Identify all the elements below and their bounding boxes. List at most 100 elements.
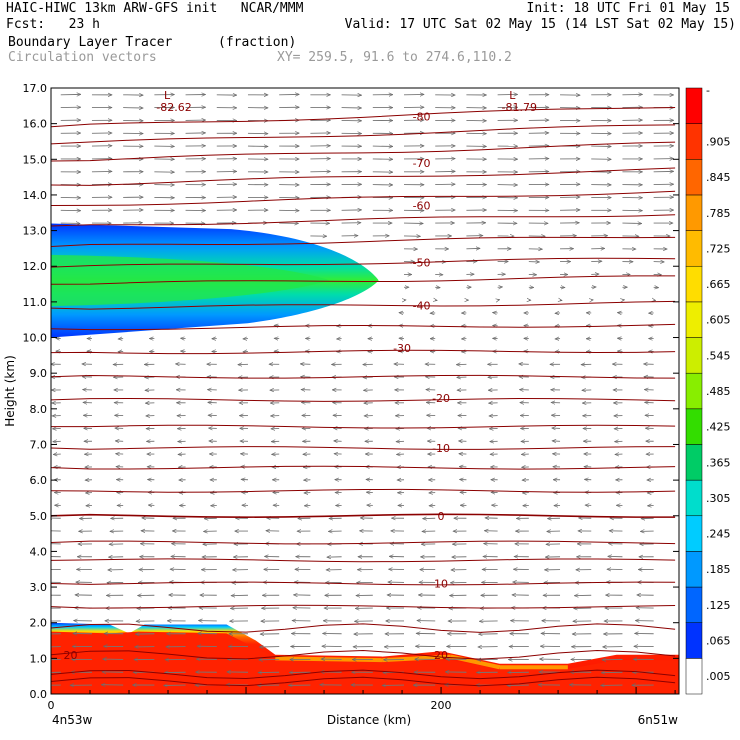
minimum-marker: L (509, 89, 516, 102)
colorbar-swatch (685, 515, 703, 552)
boundary-layer-high (51, 631, 679, 694)
temperature-contour (51, 558, 676, 563)
y-tick-label: 16.0 (23, 118, 48, 131)
temperature-contour (51, 465, 676, 470)
y-tick-label: 4.0 (30, 545, 48, 558)
y-tick-label: 11.0 (23, 296, 48, 309)
colorbar-label: .425 (706, 421, 731, 434)
y-tick-label: 7.0 (30, 438, 48, 451)
colorbar-label: .245 (706, 528, 731, 541)
colorbar-swatch (685, 265, 703, 303)
y-tick-label: 6.0 (30, 474, 48, 487)
contour-label: -60 (413, 200, 431, 213)
valid-time: Valid: 17 UTC Sat 02 May 15 (14 LST Sat … (344, 17, 736, 32)
temperature-contour (51, 300, 676, 310)
colorbar-label: .125 (706, 599, 731, 612)
temperature-contour (51, 106, 676, 128)
contour-label: -30 (393, 342, 411, 355)
y-axis-title: Height (km) (3, 355, 17, 426)
contour-label: -20 (432, 392, 450, 405)
y-tick-label: 13.0 (23, 225, 48, 238)
vector-field-name: Circulation vectors (8, 50, 157, 65)
field-units: (fraction) (218, 35, 297, 50)
temperature-contour (51, 488, 676, 493)
temperature-contour (51, 604, 676, 609)
colorbar-label: .905 (706, 135, 731, 148)
temperature-contour (51, 349, 676, 355)
colorbar-swatch (685, 444, 703, 481)
minimum-value: -81.79 (501, 101, 536, 114)
minimum-marker: L (164, 89, 171, 102)
temperature-contour (51, 650, 676, 660)
colorbar-swatch (685, 479, 703, 517)
contour-label: -40 (413, 299, 431, 312)
colorbar-swatch (685, 408, 703, 445)
colorbar-label: .665 (706, 278, 731, 291)
colorbar-label: - (706, 84, 710, 97)
temperature-contour (51, 323, 676, 331)
colorbar-swatch (685, 658, 703, 695)
y-tick-label: 15.0 (23, 153, 48, 166)
colorbar-swatch (685, 301, 703, 338)
temperature-contour (51, 446, 676, 450)
temperature-contour (51, 669, 676, 680)
colorbar-label: .485 (706, 385, 731, 398)
minimum-value: -82.62 (156, 101, 191, 114)
colorbar-label: .305 (706, 492, 731, 505)
temperature-contour (51, 257, 676, 268)
y-tick-label: 1.0 (30, 652, 48, 665)
colorbar-swatch (685, 622, 703, 659)
x-axis-title: Distance (km) (327, 713, 411, 727)
temperature-contour (51, 236, 676, 248)
y-tick-label: 5.0 (30, 510, 48, 523)
colorbar-swatch (685, 194, 703, 231)
x-end-label: 6n51w (638, 713, 679, 727)
temperature-contour (51, 275, 676, 285)
temperature-contour (51, 424, 676, 429)
forecast-hour: Fcst: 23 h (6, 17, 100, 32)
temperature-contour (51, 214, 676, 227)
contour-label: 10 (434, 577, 448, 590)
contour-label: 20 (64, 649, 78, 662)
colorbar-swatch (685, 123, 703, 160)
plot-frame (50, 87, 680, 695)
temperature-contour (51, 623, 676, 633)
colorbar-swatch (685, 159, 703, 196)
y-tick-label: 8.0 (30, 403, 48, 416)
temperature-contour (51, 124, 676, 145)
colorbar-label: .725 (706, 242, 731, 255)
y-tick-label: 12.0 (23, 260, 48, 273)
temperature-contour (51, 141, 676, 162)
y-tick-label: 0.0 (30, 688, 48, 701)
x-tick-label: 0 (48, 699, 55, 712)
y-tick-label: 10.0 (23, 332, 48, 345)
xy-coordinates: XY= 259.5, 91.6 to 274.6,110.2 (277, 50, 512, 65)
contour-label: -80 (413, 111, 431, 124)
temperature-contour (51, 513, 676, 518)
colorbar-label: .185 (706, 563, 731, 576)
colorbar-swatch (685, 87, 703, 124)
temperature-contour (51, 190, 676, 206)
y-tick-label: 9.0 (30, 367, 48, 380)
y-tick-label: 3.0 (30, 581, 48, 594)
colorbar-label: .605 (706, 314, 731, 327)
colorbar-swatch (685, 337, 703, 374)
temperature-contour (51, 581, 676, 586)
model-title: HAIC-HIWC 13km ARW-GFS init NCAR/MMM (6, 1, 304, 16)
temperature-contour (51, 676, 676, 687)
field-name: Boundary Layer Tracer (8, 35, 173, 50)
contour-label: -50 (413, 257, 431, 270)
contour-label: -10 (432, 442, 450, 455)
colorbar-label: .785 (706, 207, 731, 220)
y-tick-label: 14.0 (23, 189, 48, 202)
colorbar-label: .365 (706, 456, 731, 469)
temperature-contour (51, 397, 676, 402)
colorbar-label: .845 (706, 171, 731, 184)
colorbar-swatch (685, 551, 703, 588)
init-time: Init: 18 UTC Fri 01 May 15 (526, 1, 731, 16)
x-tick-label: 200 (431, 699, 452, 712)
temperature-contour (51, 374, 676, 379)
colorbar-label: .545 (706, 349, 731, 362)
